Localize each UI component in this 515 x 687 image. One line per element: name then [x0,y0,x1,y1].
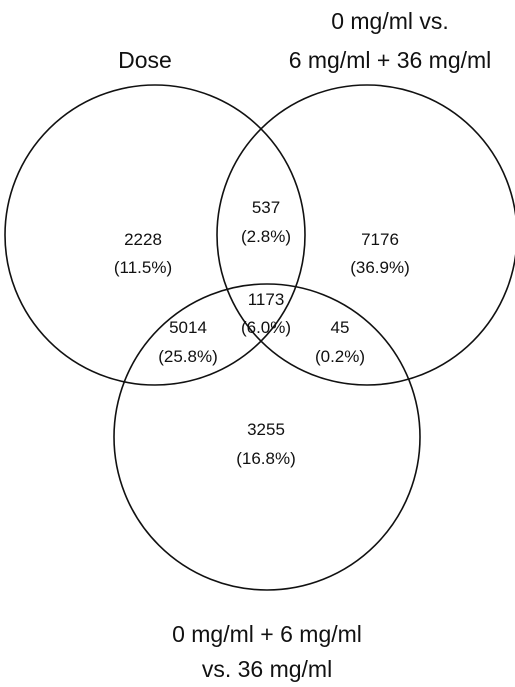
set-label-zero-vs-6-36-line1: 0 mg/ml vs. [331,8,449,34]
circle-zero-vs-6-36 [216,84,515,386]
region-zero-6-vs-36-only-percent: (16.8%) [236,449,296,468]
region-zero-vs-6-36-only-percent: (36.9%) [350,258,410,277]
set-label-zero-6-vs-36-line1: 0 mg/ml + 6 mg/ml [172,621,362,647]
region-zero-vs-6-36-and-zero-6-vs-36-count: 45 [331,318,350,337]
circle-dose [4,84,306,386]
region-dose-only-percent: (11.5%) [114,258,172,277]
region-dose-and-zero-vs-6-36-count: 537 [252,198,280,217]
circle-zero-6-vs-36 [113,283,421,591]
set-label-dose: Dose [118,47,172,73]
set-label-zero-6-vs-36-line2: vs. 36 mg/ml [202,656,332,682]
region-dose-and-zero-vs-6-36-percent: (2.8%) [241,227,291,246]
region-zero-vs-6-36-and-zero-6-vs-36-percent: (0.2%) [315,347,365,366]
region-zero-vs-6-36-only-count: 7176 [361,230,399,249]
region-zero-6-vs-36-only-count: 3255 [247,420,285,439]
region-dose-and-zero-6-vs-36-count: 5014 [169,318,207,337]
region-dose-only-count: 2228 [124,230,162,249]
region-all-three-percent: (6.0%) [241,318,291,337]
region-all-three-count: 1173 [248,290,285,309]
set-label-zero-vs-6-36-line2: 6 mg/ml + 36 mg/ml [289,47,492,73]
region-dose-and-zero-6-vs-36-percent: (25.8%) [158,347,218,366]
